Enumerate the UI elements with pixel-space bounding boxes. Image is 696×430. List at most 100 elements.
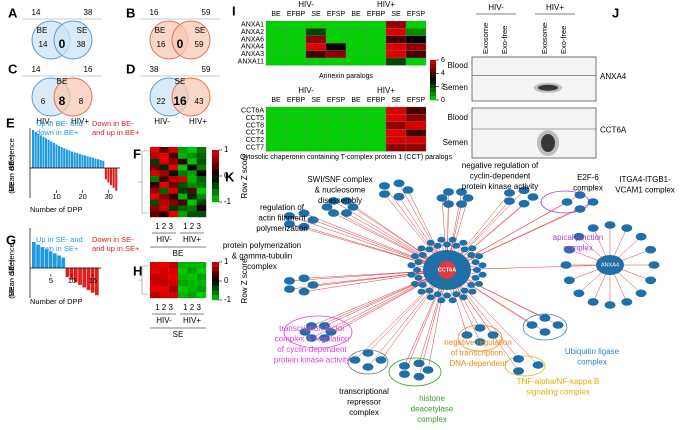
y-axis-label: (BE⁻ - BE⁺) (7, 154, 16, 194)
heatmap-cell (159, 211, 169, 218)
group-label: HIV- (488, 3, 504, 12)
heatmap-cell (285, 35, 307, 44)
venn-total: 59 (202, 65, 211, 74)
group-label: HIV+ (546, 3, 564, 12)
heatmap-cell (196, 170, 207, 177)
scale-swatch (430, 72, 436, 77)
scale-tick-label: 1 (224, 257, 229, 266)
heatmap-cell (345, 143, 367, 152)
heatmap-cell (265, 43, 287, 51)
bar (60, 147, 63, 168)
venn-circle (171, 77, 211, 117)
heatmap-cell (345, 121, 367, 130)
node (478, 262, 487, 269)
heatmap-cell (168, 182, 179, 189)
node (471, 274, 480, 281)
node (341, 209, 352, 217)
heatmap-cell (305, 35, 327, 44)
node (283, 285, 295, 293)
venn-region: 14 (39, 40, 48, 49)
panel-letter: C (8, 61, 18, 76)
bar (107, 168, 110, 183)
heatmap-cell (365, 106, 387, 115)
y-axis-label: (SE⁻ - SE⁺) (7, 259, 16, 299)
node (375, 356, 387, 364)
column-label: EFSP (327, 11, 346, 18)
x-tick-label: 5 (49, 276, 53, 285)
node (398, 370, 410, 378)
term-label: protein kinase activity (274, 356, 350, 365)
heatmap-cell (405, 129, 427, 137)
edge (289, 269, 448, 282)
node (378, 182, 390, 190)
heatmap-cell (285, 50, 307, 59)
node (443, 188, 454, 196)
node (648, 261, 660, 269)
heatmap-cell (285, 57, 307, 66)
heatmap-cell (159, 164, 169, 171)
heatmap-cell (178, 262, 188, 269)
scale-swatch (430, 84, 436, 89)
column-label: BE (351, 97, 361, 104)
heatmap-cell (405, 143, 427, 152)
term-label: polymerization (256, 224, 308, 233)
column-label: EFBP (367, 11, 386, 18)
term-label: of transcription, (451, 349, 506, 358)
node (298, 222, 310, 231)
heatmap-cell (325, 43, 347, 51)
node (539, 328, 551, 336)
group-label: HIV- (156, 235, 172, 244)
heatmap-cell (178, 193, 188, 200)
x-tick-label: 30 (105, 192, 113, 201)
scale-tick-label: 1 (224, 145, 229, 154)
term-label: complex (247, 262, 277, 271)
node (475, 280, 484, 287)
venn-region: 0 (177, 37, 184, 51)
node (328, 197, 339, 205)
scale-swatch (212, 163, 219, 170)
node (283, 277, 295, 285)
node (452, 291, 461, 298)
heatmap-cell (178, 164, 188, 171)
venn-region: 0 (59, 37, 66, 51)
term-label: complex (573, 184, 603, 193)
node (298, 209, 310, 218)
heatmap-cell (178, 176, 188, 183)
heatmap-cell (365, 35, 387, 44)
scale-swatch (212, 189, 219, 196)
node (459, 294, 468, 301)
scale-tick-label: -1 (224, 295, 232, 304)
heatmap-cell (168, 205, 179, 212)
annotation: Up in SE- and (36, 235, 83, 244)
term-label: protein polymerization (223, 241, 301, 250)
heatmap-cell (178, 170, 188, 177)
edge (311, 269, 448, 327)
row-label: ANXA4 (241, 44, 264, 51)
row-label: Blood (448, 61, 468, 70)
heatmap-cell (265, 28, 287, 36)
node (473, 267, 481, 273)
heatmap-cell (365, 129, 387, 137)
venn-circle (171, 20, 211, 60)
heatmap-cell (178, 211, 188, 218)
node (460, 287, 469, 294)
node (574, 191, 586, 199)
annotation: and up in SE+ (92, 244, 140, 253)
node (418, 281, 427, 288)
heatmap-cell (405, 114, 427, 122)
heatmap-cell (265, 129, 287, 137)
bar (86, 268, 91, 291)
column-label: SE (391, 97, 401, 104)
protein-label: ANXA4 (600, 72, 627, 81)
heatmap-cell (178, 280, 188, 287)
venn-set: HIV+ (71, 117, 89, 126)
scale-swatch (212, 195, 219, 203)
heatmap-cell (305, 121, 327, 130)
term-label: complex & regulation (275, 335, 350, 344)
x-tick-label: 15 (89, 276, 97, 285)
bar (58, 145, 61, 168)
heatmap-cell (325, 35, 347, 44)
term-label: repressor (347, 398, 381, 407)
heatmap-cell (159, 147, 169, 154)
heatmap-cell (285, 43, 307, 51)
